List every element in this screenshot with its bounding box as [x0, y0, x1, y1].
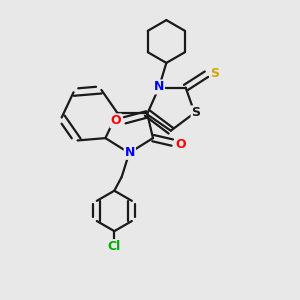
Text: Cl: Cl — [108, 240, 121, 253]
Text: S: S — [192, 106, 201, 119]
Text: O: O — [110, 114, 121, 128]
Text: S: S — [210, 67, 219, 80]
Text: O: O — [175, 138, 186, 151]
Text: N: N — [124, 146, 135, 159]
Text: N: N — [154, 80, 164, 94]
